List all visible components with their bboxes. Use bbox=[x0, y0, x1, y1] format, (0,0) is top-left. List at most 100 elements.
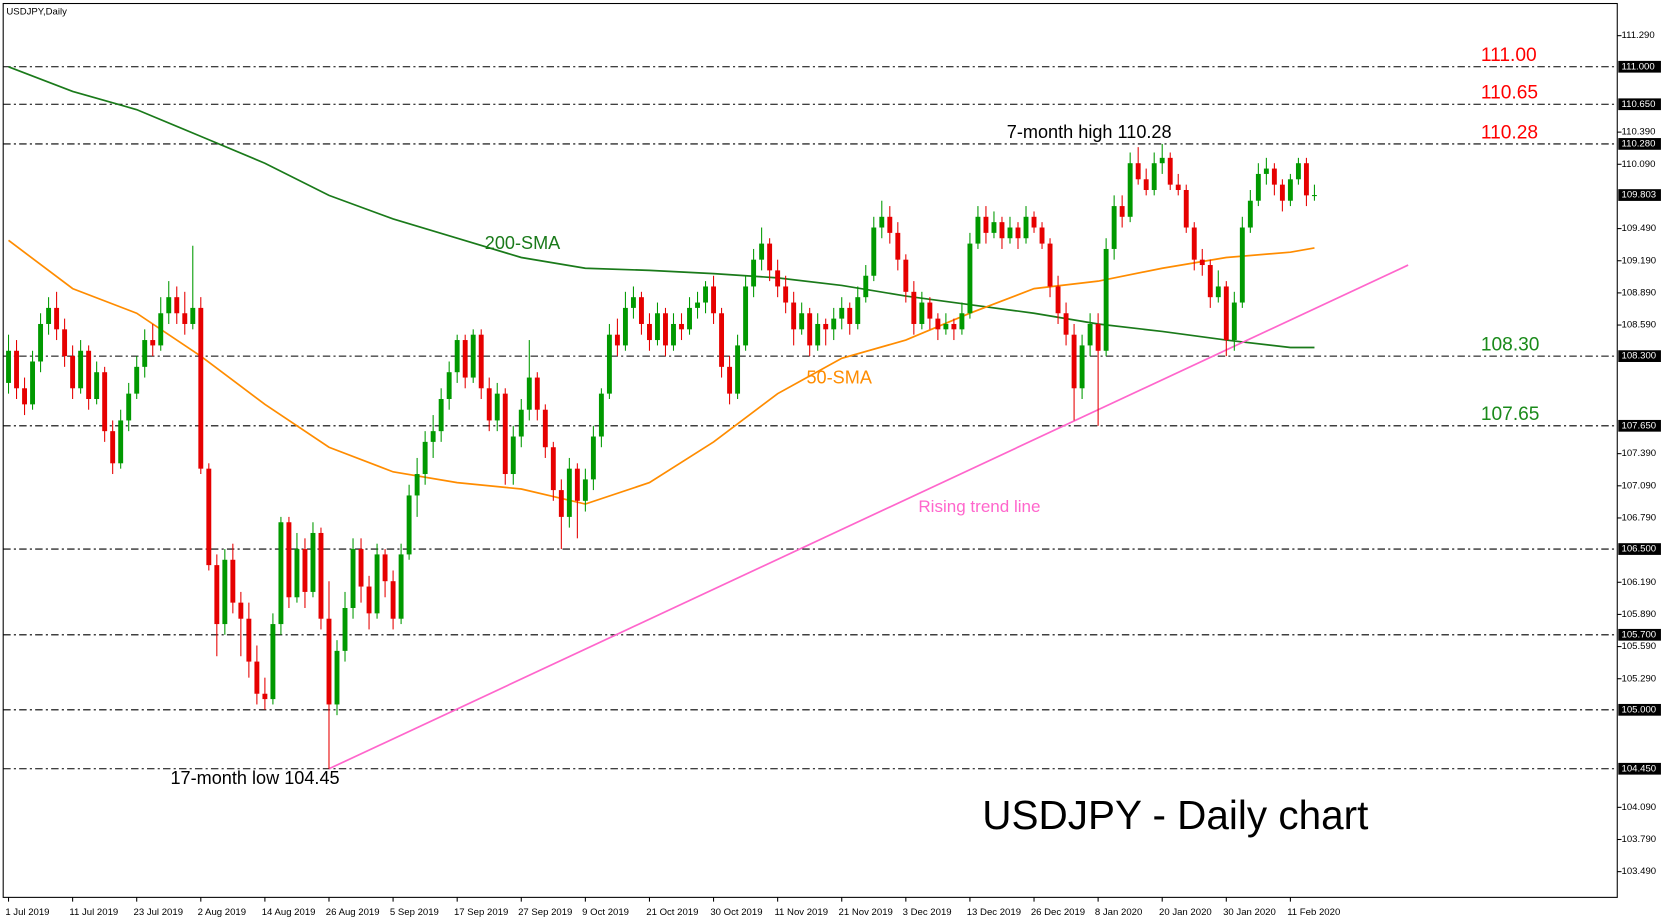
level-box bbox=[1618, 628, 1661, 641]
candle-body bbox=[1175, 184, 1181, 191]
candle-body bbox=[1143, 179, 1149, 191]
x-tick-label: 17 Sep 2019 bbox=[454, 907, 508, 918]
candle-body bbox=[382, 554, 388, 582]
candle-body bbox=[783, 286, 789, 303]
candle-body bbox=[743, 286, 749, 346]
candle-body bbox=[398, 554, 404, 619]
candle-body bbox=[1191, 227, 1197, 260]
candle-body bbox=[1127, 163, 1133, 217]
candle-body bbox=[839, 307, 845, 319]
candle-body bbox=[110, 431, 116, 464]
y-tick-label: 105.890 bbox=[1622, 609, 1657, 620]
candle-body bbox=[1135, 163, 1141, 180]
candle-body bbox=[46, 307, 52, 324]
candle-body bbox=[1047, 243, 1053, 287]
price-box-label: 109.803 bbox=[1622, 190, 1657, 201]
candle-body bbox=[342, 607, 348, 651]
candle-body bbox=[695, 302, 700, 308]
candle-body bbox=[1063, 313, 1069, 335]
candle-body bbox=[486, 388, 492, 421]
candle-body bbox=[1167, 157, 1173, 185]
candle-body bbox=[799, 313, 805, 330]
candle-body bbox=[534, 377, 540, 410]
candle-body bbox=[975, 216, 981, 244]
candle-body bbox=[438, 398, 444, 432]
level-box bbox=[1618, 138, 1661, 150]
candle-body bbox=[470, 334, 476, 378]
candle-body bbox=[663, 313, 668, 346]
candle-body bbox=[350, 549, 356, 608]
candle-body bbox=[102, 372, 108, 432]
price-box bbox=[1618, 189, 1661, 201]
candle-body bbox=[903, 259, 909, 292]
candle-body bbox=[270, 624, 276, 700]
candle-body bbox=[86, 350, 92, 399]
candle-body bbox=[526, 377, 532, 410]
candle-body bbox=[751, 259, 757, 287]
candle-body bbox=[863, 275, 869, 298]
y-tick-label: 106.790 bbox=[1622, 512, 1657, 523]
candle-body bbox=[62, 329, 68, 357]
candle-body bbox=[462, 340, 468, 378]
candle-body bbox=[302, 549, 308, 592]
candle-body bbox=[951, 323, 957, 330]
candle-body bbox=[1071, 334, 1077, 389]
candle-body bbox=[454, 340, 460, 373]
candle-body bbox=[1295, 163, 1301, 180]
x-tick-label: 14 Aug 2019 bbox=[262, 907, 316, 918]
candle-body bbox=[326, 618, 332, 705]
y-tick-label: 106.190 bbox=[1622, 577, 1657, 588]
candle-body bbox=[831, 318, 837, 330]
x-tick-label: 26 Aug 2019 bbox=[326, 907, 380, 918]
candle-body bbox=[630, 297, 636, 308]
candle-body bbox=[1231, 302, 1237, 341]
candle-body bbox=[262, 693, 268, 700]
candle-body bbox=[1199, 259, 1205, 266]
candle-body bbox=[502, 393, 508, 475]
candle-body bbox=[1239, 227, 1245, 303]
candle-body bbox=[735, 345, 741, 394]
y-tick-label: 108.890 bbox=[1622, 287, 1657, 298]
y-tick-label: 104.090 bbox=[1622, 802, 1657, 813]
candle-body bbox=[759, 243, 765, 260]
candle-body bbox=[1111, 206, 1117, 249]
candle-body bbox=[206, 468, 212, 566]
candle-body bbox=[6, 350, 11, 383]
level-box bbox=[1618, 419, 1661, 432]
candle-body bbox=[294, 549, 300, 598]
x-tick-label: 11 Nov 2019 bbox=[774, 907, 828, 918]
candle-body bbox=[638, 297, 644, 324]
candle-body bbox=[807, 313, 813, 346]
candle-body bbox=[967, 243, 973, 314]
y-tick-label: 109.190 bbox=[1622, 255, 1657, 266]
candle-body bbox=[190, 307, 196, 324]
candle-body bbox=[767, 243, 773, 271]
level-box bbox=[1618, 762, 1661, 775]
candle-body bbox=[1207, 265, 1213, 298]
candle-body bbox=[887, 216, 893, 233]
candle-body bbox=[775, 270, 781, 287]
candle-body bbox=[647, 323, 652, 341]
candle-body bbox=[78, 350, 84, 389]
candle-body bbox=[22, 388, 27, 405]
y-tick-label: 110.390 bbox=[1622, 127, 1656, 138]
candle-body bbox=[430, 431, 436, 442]
candle-body bbox=[815, 323, 821, 346]
series-label: Rising trend line bbox=[918, 497, 1040, 516]
symbol-label: USDJPY,Daily bbox=[6, 7, 67, 18]
candle-body bbox=[671, 323, 676, 346]
level-box-label: 108.300 bbox=[1622, 351, 1657, 362]
y-tick-label: 107.090 bbox=[1622, 480, 1657, 491]
plot-frame bbox=[2, 2, 1618, 898]
y-tick-label: 110.090 bbox=[1622, 159, 1656, 170]
candle-body bbox=[1087, 323, 1093, 346]
candle-body bbox=[558, 490, 564, 517]
candle-body bbox=[414, 474, 420, 496]
candle-body bbox=[679, 323, 684, 330]
candle-body bbox=[422, 441, 428, 475]
x-tick-label: 21 Nov 2019 bbox=[839, 907, 893, 918]
candle-body bbox=[622, 307, 628, 346]
level-box bbox=[1618, 350, 1661, 362]
candle-body bbox=[390, 581, 396, 619]
candle-body bbox=[174, 297, 180, 314]
